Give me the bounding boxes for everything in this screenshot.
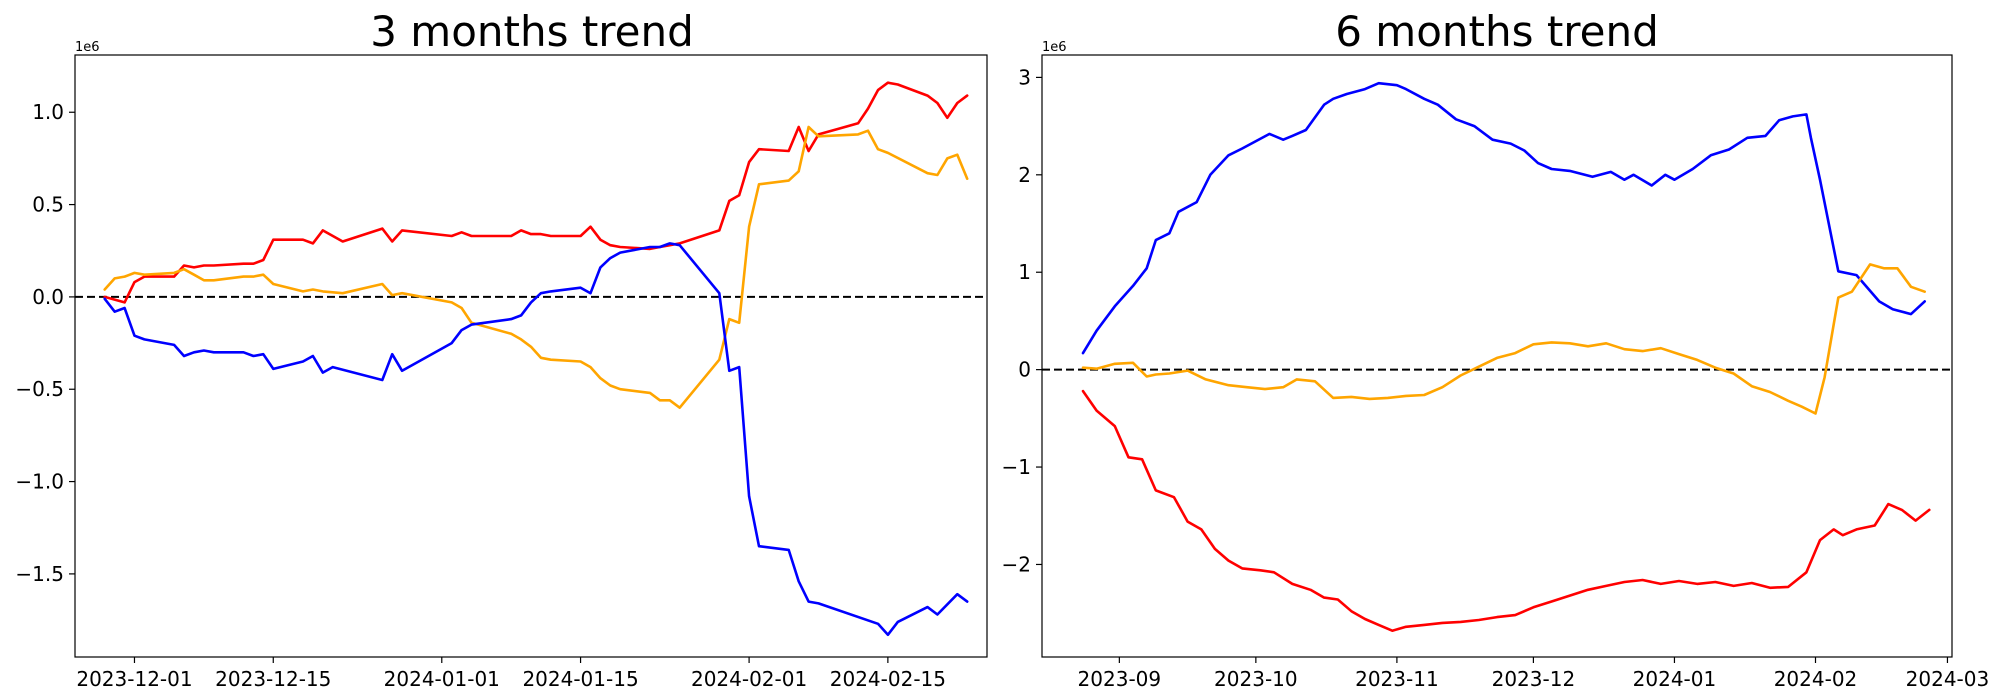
y-axis-offset-label: 1e6 [1042, 40, 1067, 55]
y-tick-label: 1 [1018, 260, 1031, 284]
chart-title: 6 months trend [1335, 7, 1659, 56]
y-tick-label: 0 [1018, 358, 1031, 382]
x-tick-label: 2024-02 [1774, 667, 1858, 691]
x-tick-label: 2024-01-15 [522, 667, 638, 691]
x-tick-label: 2023-10 [1214, 667, 1298, 691]
x-tick-label: 2023-12-15 [215, 667, 331, 691]
y-tick-label: 2 [1018, 163, 1031, 187]
series-line-3 [1081, 389, 1931, 633]
x-tick-label: 2024-01-01 [384, 667, 500, 691]
series-line-1 [103, 81, 969, 304]
x-tick-label: 2024-02-01 [691, 667, 807, 691]
y-tick-label: 1.0 [32, 100, 64, 124]
left-chart-panel: 3 months trend 1e6 2023-12-01 2023-12-15 2… [15, 7, 988, 691]
y-axis-offset-label: 1e6 [75, 40, 100, 55]
y-tick-label: −1.5 [15, 562, 64, 586]
y-tick-label: −2 [1002, 552, 1031, 576]
series-line-3 [103, 242, 969, 637]
series-line-2 [103, 125, 969, 410]
chart-title: 3 months trend [370, 7, 694, 56]
plot-frame [74, 54, 988, 658]
plot-frame [1041, 54, 1953, 658]
y-tick-label: 0.0 [32, 285, 64, 309]
x-tick-label: 2023-11 [1355, 667, 1439, 691]
series-line-1 [1081, 81, 1926, 355]
y-tick-label: 0.5 [32, 193, 64, 217]
y-tick-label: −1.0 [15, 470, 64, 494]
x-tick-label: 2024-02-15 [830, 667, 946, 691]
right-chart-panel: 6 months trend 1e6 2023-09 2023-10 2023-11… [1002, 7, 1990, 691]
y-tick-label: 3 [1018, 65, 1031, 89]
x-tick-label: 2023-09 [1078, 667, 1162, 691]
x-tick-label: 2024-01 [1633, 667, 1717, 691]
y-tick-label: −0.5 [15, 377, 64, 401]
y-tick-label: −1 [1002, 455, 1031, 479]
x-tick-label: 2024-03 [1906, 667, 1990, 691]
series-line-2 [1081, 263, 1926, 415]
x-tick-label: 2023-12-01 [76, 667, 192, 691]
x-tick-label: 2023-12 [1492, 667, 1576, 691]
